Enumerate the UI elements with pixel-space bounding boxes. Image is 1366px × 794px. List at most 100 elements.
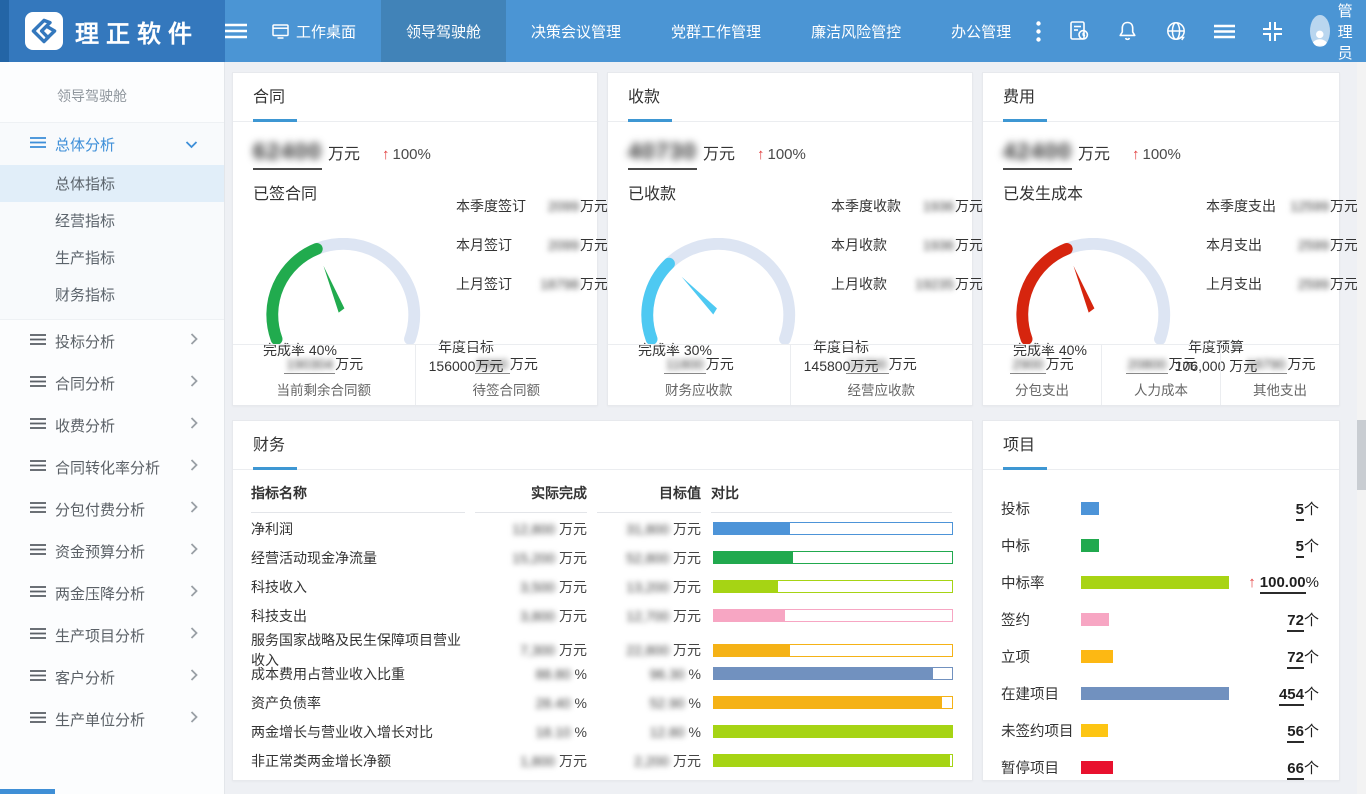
change-badge: ↑ 100% xyxy=(381,146,431,163)
nav-item[interactable]: 工作桌面 xyxy=(247,0,381,62)
project-stat-value[interactable]: ↑66个 xyxy=(1287,757,1319,780)
stat-unit: 万元 xyxy=(1330,237,1358,253)
actual-unit: 万元 xyxy=(559,578,587,595)
project-stat-value[interactable]: ↑72个 xyxy=(1287,609,1319,632)
actual-unit: 万元 xyxy=(559,752,587,769)
sidebar-group[interactable]: 合同转化率分析 xyxy=(0,446,224,488)
project-stat-value[interactable]: ↑72个 xyxy=(1287,646,1319,669)
nav-item[interactable]: 办公管理 xyxy=(926,0,1036,62)
compare-bar xyxy=(713,667,953,680)
menu-lines-icon xyxy=(30,136,46,153)
footer-value: 190304 xyxy=(286,356,334,372)
vertical-scrollbar xyxy=(1357,62,1366,794)
project-stat-value[interactable]: ↑5个 xyxy=(1295,498,1319,521)
menu-lines-icon xyxy=(30,501,46,518)
target-value: 13,200 xyxy=(626,578,670,595)
nav-item-label: 工作桌面 xyxy=(296,23,357,41)
footer-unit: 万元 xyxy=(1045,356,1074,372)
target-unit: 万元 xyxy=(673,642,701,658)
target-unit: % xyxy=(688,723,701,740)
sidebar-item[interactable]: 经营指标 xyxy=(55,213,116,230)
main-value-unit: 万元 xyxy=(1077,146,1110,163)
sidebar-group[interactable]: 客户分析 xyxy=(0,656,224,698)
footer-unit: 万元 xyxy=(509,356,538,372)
sidebar-item[interactable]: 财务指标 xyxy=(55,287,116,304)
metric-name: 服务国家战略及民生保障项目营业收入 xyxy=(251,632,461,668)
project-stat-row: 在建项目 ↑454个 xyxy=(1001,675,1319,712)
project-stat-value[interactable]: ↑ 100.00% xyxy=(1248,574,1319,594)
stat-label: 上月收款 xyxy=(831,276,887,292)
stat-value: 2099 xyxy=(547,198,579,214)
sidebar-group[interactable]: 总体分析 xyxy=(0,123,224,165)
main-value-label: 已收款 xyxy=(628,186,677,203)
nav-item[interactable]: 领导驾驶舱 xyxy=(381,0,507,62)
menu-lines-icon xyxy=(30,417,46,434)
sidebar-group[interactable]: 投标分析 xyxy=(0,320,224,362)
collapse-sidebar-icon[interactable] xyxy=(225,0,247,62)
nav-item[interactable]: 党群工作管理 xyxy=(646,0,786,62)
stat-label: 本月支出 xyxy=(1206,237,1262,253)
project-title: 项目 xyxy=(983,421,1339,470)
main-value: 40730 xyxy=(628,138,697,170)
card-stat-row: 本季度收款 1936 万元 xyxy=(831,196,983,216)
stat-unit: 万元 xyxy=(955,237,983,253)
list-icon[interactable] xyxy=(1214,24,1236,39)
menu-lines-icon xyxy=(30,333,46,350)
sidebar-group-label: 总体分析 xyxy=(55,136,116,154)
stat-unit: 万元 xyxy=(580,276,608,292)
sidebar-group[interactable]: 收费分析 xyxy=(0,404,224,446)
sidebar-group[interactable]: 资金预算分析 xyxy=(0,530,224,572)
up-arrow-icon: ↑ xyxy=(756,146,765,163)
app-logo[interactable]: 理正软件 xyxy=(0,0,225,62)
scrollbar-thumb[interactable] xyxy=(1357,420,1366,490)
card-title: 合同 xyxy=(233,73,597,122)
kebab-menu-icon[interactable] xyxy=(1036,20,1041,42)
sidebar-group[interactable]: 分包付费分析 xyxy=(0,488,224,530)
globe-icon[interactable] xyxy=(1165,20,1187,42)
sidebar-item[interactable]: 生产指标 xyxy=(55,250,116,267)
footer-label: 人力成本 xyxy=(1134,383,1188,398)
horizontal-scrollbar-thumb[interactable] xyxy=(0,789,55,794)
gauge-chart xyxy=(266,238,421,345)
card-stat-row: 本季度支出 12599 万元 xyxy=(1206,196,1358,216)
sidebar: 领导驾驶舱 总体分析 总体指标 经营指标 生产指标 财务指标 投标分析 xyxy=(0,62,225,794)
gauge-completion-label: 完成率 30% xyxy=(638,342,712,358)
metric-name: 经营活动现金净流量 xyxy=(251,549,377,566)
footer-label: 当前剩余合同额 xyxy=(276,383,372,398)
actual-value: 3,800 xyxy=(520,607,556,624)
change-badge: ↑ 100% xyxy=(756,146,806,163)
actual-value: 12,800 xyxy=(512,520,556,537)
menu-lines-icon xyxy=(30,375,46,392)
finance-title: 财务 xyxy=(233,421,972,470)
project-stat-value[interactable]: ↑5个 xyxy=(1295,535,1319,558)
sidebar-group[interactable]: 两金压降分析 xyxy=(0,572,224,614)
metric-name: 科技支出 xyxy=(251,607,307,624)
project-stat-row: 中标率 ↑ 100.00% xyxy=(1001,564,1319,601)
footer-unit: 万元 xyxy=(1287,356,1316,372)
report-icon[interactable] xyxy=(1068,20,1090,42)
user-menu[interactable]: 管理员 xyxy=(1310,0,1365,63)
project-stat-value[interactable]: ↑454个 xyxy=(1278,683,1319,706)
chevron-icon xyxy=(190,375,198,392)
finance-table-row: 经营活动现金净流量 15,200 万元 52,800 万元 xyxy=(251,543,953,572)
sidebar-group[interactable]: 生产项目分析 xyxy=(0,614,224,656)
stat-unit: 万元 xyxy=(580,237,608,253)
footer-value: 13790 xyxy=(847,356,887,372)
chevron-icon xyxy=(190,501,198,518)
gauge-card: 收款 40730 万元 ↑ 100% 已收款 完成率 30% 年度目标 145800… xyxy=(607,72,983,406)
bell-icon[interactable] xyxy=(1117,20,1138,42)
card-stat-row: 本月支出 2599 万元 xyxy=(1206,235,1358,255)
project-stat-row: 立项 ↑72个 xyxy=(1001,638,1319,675)
finance-table-row: 服务国家战略及民生保障项目营业收入 7,300 万元 22,800 万元 xyxy=(251,630,953,668)
menu-lines-icon xyxy=(30,543,46,560)
nav-item[interactable]: 廉洁风险管控 xyxy=(786,0,926,62)
sidebar-item[interactable]: 总体指标 xyxy=(0,165,224,202)
project-stat-value[interactable]: ↑56个 xyxy=(1287,720,1319,743)
finance-table-header: 指标名称 实际完成 目标值 对比 xyxy=(251,482,952,514)
compress-icon[interactable] xyxy=(1262,21,1283,42)
sidebar-group[interactable]: 合同分析 xyxy=(0,362,224,404)
sidebar-group[interactable]: 生产单位分析 xyxy=(0,698,224,740)
project-stat-bar xyxy=(1081,650,1113,663)
nav-item[interactable]: 决策会议管理 xyxy=(506,0,646,62)
project-stat-bar xyxy=(1081,687,1229,700)
